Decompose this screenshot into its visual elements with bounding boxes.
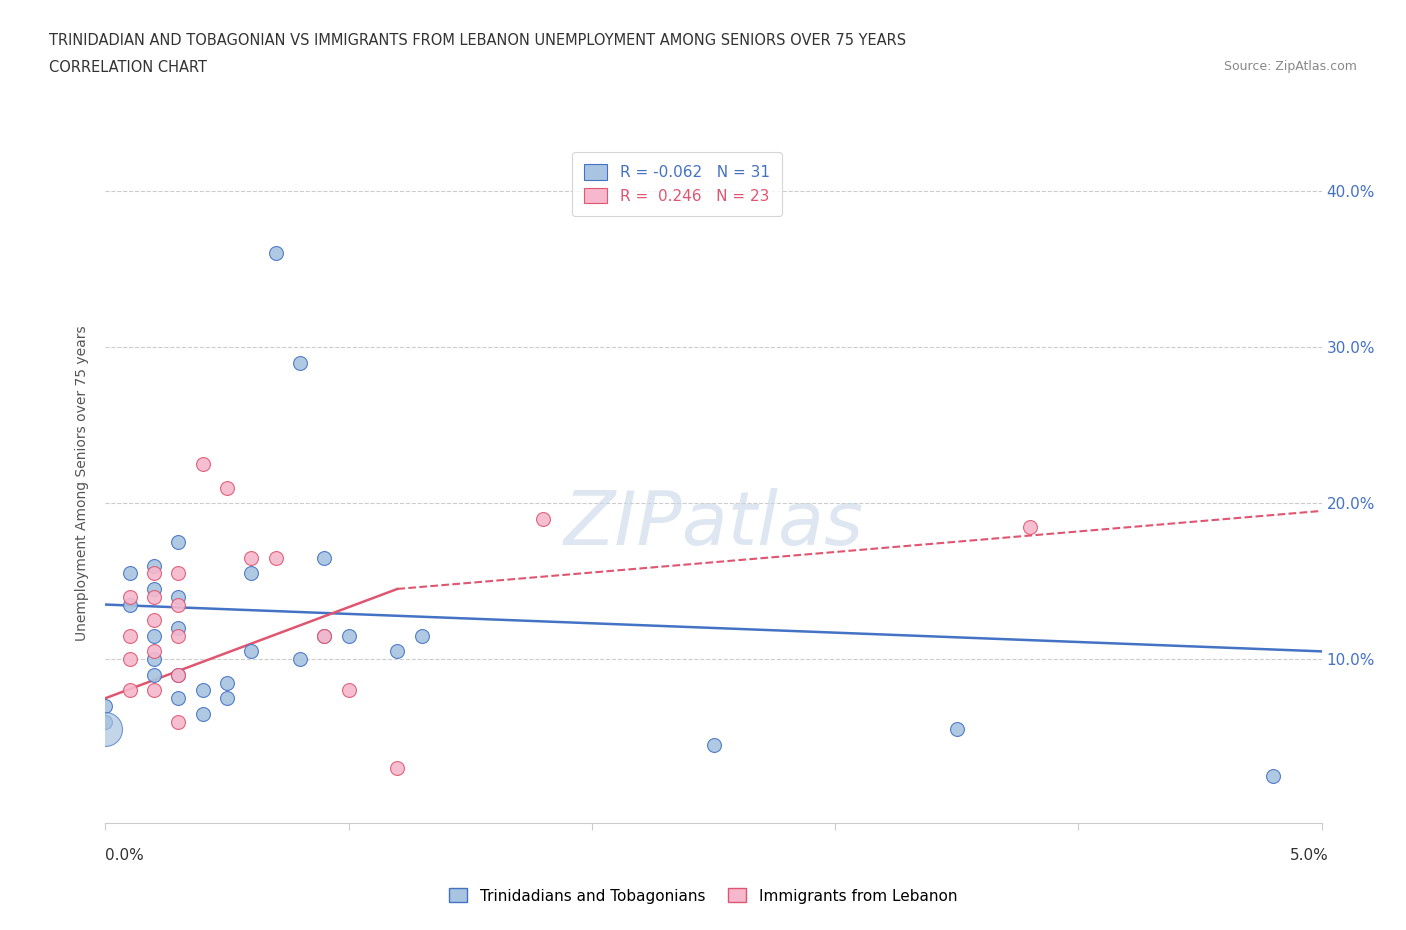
Point xyxy=(143,590,166,604)
Point xyxy=(240,551,263,565)
Point xyxy=(337,683,360,698)
Point xyxy=(143,683,166,698)
Point xyxy=(411,629,433,644)
Legend: Trinidadians and Tobagonians, Immigrants from Lebanon: Trinidadians and Tobagonians, Immigrants… xyxy=(441,881,965,911)
Point xyxy=(143,581,166,596)
Point xyxy=(143,613,166,628)
Point xyxy=(217,691,239,706)
Point xyxy=(143,652,166,667)
Point xyxy=(387,644,409,658)
Point xyxy=(217,675,239,690)
Point xyxy=(264,246,287,260)
Point xyxy=(167,597,190,612)
Point xyxy=(167,590,190,604)
Point xyxy=(94,714,117,729)
Point xyxy=(945,722,967,737)
Point xyxy=(191,707,214,722)
Point xyxy=(1018,519,1040,534)
Point xyxy=(240,644,263,658)
Y-axis label: Unemployment Among Seniors over 75 years: Unemployment Among Seniors over 75 years xyxy=(76,326,90,642)
Point xyxy=(1261,769,1284,784)
Point xyxy=(167,565,190,580)
Point xyxy=(118,597,141,612)
Point xyxy=(314,629,336,644)
Point xyxy=(143,668,166,683)
Point xyxy=(167,629,190,644)
Point xyxy=(118,565,141,580)
Point xyxy=(118,652,141,667)
Point xyxy=(387,761,409,776)
Point xyxy=(702,737,725,752)
Point xyxy=(143,629,166,644)
Point xyxy=(167,668,190,683)
Text: 0.0%: 0.0% xyxy=(105,848,145,863)
Point xyxy=(288,355,311,370)
Point xyxy=(118,590,141,604)
Point xyxy=(191,457,214,472)
Text: CORRELATION CHART: CORRELATION CHART xyxy=(49,60,207,75)
Point xyxy=(240,565,263,580)
Point xyxy=(167,620,190,635)
Point xyxy=(167,535,190,550)
Point xyxy=(94,722,117,737)
Point xyxy=(531,512,554,526)
Text: ZIPatlas: ZIPatlas xyxy=(564,488,863,561)
Point xyxy=(167,714,190,729)
Point xyxy=(264,551,287,565)
Text: TRINIDADIAN AND TOBAGONIAN VS IMMIGRANTS FROM LEBANON UNEMPLOYMENT AMONG SENIORS: TRINIDADIAN AND TOBAGONIAN VS IMMIGRANTS… xyxy=(49,33,907,47)
Point xyxy=(118,629,141,644)
Point xyxy=(288,652,311,667)
Legend: R = -0.062   N = 31, R =  0.246   N = 23: R = -0.062 N = 31, R = 0.246 N = 23 xyxy=(572,152,782,216)
Point xyxy=(314,551,336,565)
Point xyxy=(167,691,190,706)
Text: Source: ZipAtlas.com: Source: ZipAtlas.com xyxy=(1223,60,1357,73)
Point xyxy=(191,683,214,698)
Point xyxy=(337,629,360,644)
Point xyxy=(217,480,239,495)
Point xyxy=(167,668,190,683)
Point xyxy=(314,629,336,644)
Point xyxy=(143,558,166,573)
Point xyxy=(143,644,166,658)
Text: 5.0%: 5.0% xyxy=(1289,848,1329,863)
Point xyxy=(118,683,141,698)
Point xyxy=(94,698,117,713)
Point xyxy=(143,565,166,580)
